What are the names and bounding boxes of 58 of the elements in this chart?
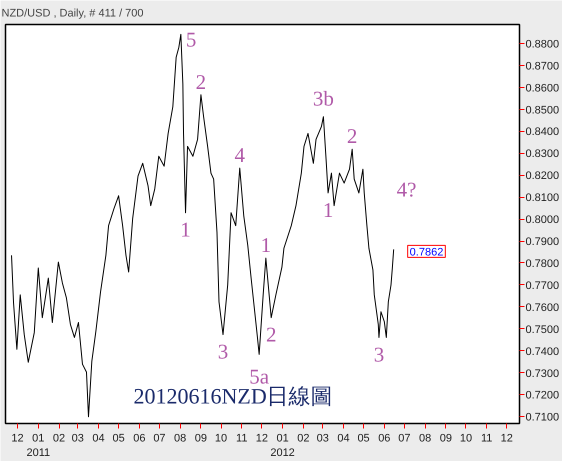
y-tick-label: 0.7300 (526, 368, 560, 380)
x-tick-label: 09 (440, 432, 452, 444)
x-tick-label: 12 (11, 432, 24, 444)
x-tick-label: 05 (112, 432, 125, 444)
annotation: 5 (186, 27, 196, 52)
y-tick-label: 0.7400 (526, 346, 560, 358)
x-tick-label: 10 (214, 432, 228, 444)
y-tick-label: 0.7900 (526, 236, 560, 248)
y-tick-label: 0.8700 (526, 60, 560, 72)
x-tick-label: 07 (398, 432, 411, 444)
annotation: 1 (180, 218, 191, 242)
x-tick-label: 03 (316, 432, 329, 444)
x-tick-label: 03 (72, 432, 84, 444)
annotation: 3 (218, 340, 228, 364)
annotation: 4 (234, 143, 246, 168)
x-tick-label: 09 (194, 432, 208, 444)
annotation: 4? (396, 178, 416, 202)
x-tick-label: 07 (153, 432, 166, 444)
y-tick-label: 0.8200 (526, 170, 560, 182)
x-tick-label: 02 (52, 432, 66, 444)
annotation: 1 (260, 233, 272, 258)
x-tick-label: 01 2012 (270, 432, 295, 459)
x-tick-label: 06 (133, 432, 146, 444)
y-tick-label: 0.8500 (526, 104, 560, 116)
annotation: 0.7862 (410, 246, 444, 258)
annotation: 2 (196, 70, 206, 94)
annotation: 1 (322, 198, 334, 222)
annotation: 3 (374, 342, 384, 366)
y-tick-label: 0.7200 (526, 390, 560, 402)
annotation: 2 (266, 322, 276, 347)
y-tick-label: 0.7700 (526, 280, 560, 292)
y-tick-label: 0.8100 (526, 192, 560, 204)
y-tick-label: 0.7800 (526, 258, 560, 270)
x-tick-label: 01 2011 (26, 432, 50, 459)
x-tick-label: 10 (460, 432, 472, 444)
annotation: 3b (312, 86, 334, 111)
y-tick-label: 0.8600 (526, 82, 560, 94)
x-tick-label: 12 (256, 432, 268, 444)
x-tick-label: 04 (92, 432, 105, 444)
x-tick-label: 04 (337, 432, 350, 444)
x-tick-label: 06 (378, 432, 390, 444)
chart-title: NZD/USD , Daily, # 411 / 700 (2, 8, 144, 20)
x-tick-label: 11 (480, 432, 492, 444)
annotation: 2 (346, 124, 358, 148)
y-tick-label: 0.8800 (526, 38, 560, 50)
x-tick-label: 02 (297, 432, 310, 444)
y-tick-label: 0.8400 (526, 126, 560, 138)
y-tick-label: 0.8300 (526, 148, 560, 160)
line-series (11, 34, 394, 418)
x-tick-label: 08 (419, 432, 432, 444)
x-tick-label: 05 (357, 432, 370, 444)
y-tick-label: 0.7500 (526, 324, 560, 336)
x-tick-label: 08 (174, 432, 186, 444)
x-tick-label: 12 (500, 432, 513, 444)
y-tick-label: 0.7100 (526, 412, 560, 424)
y-tick-label: 0.8000 (526, 214, 560, 226)
x-tick-label: 11 (236, 432, 248, 444)
y-tick-label: 0.7600 (526, 302, 560, 314)
